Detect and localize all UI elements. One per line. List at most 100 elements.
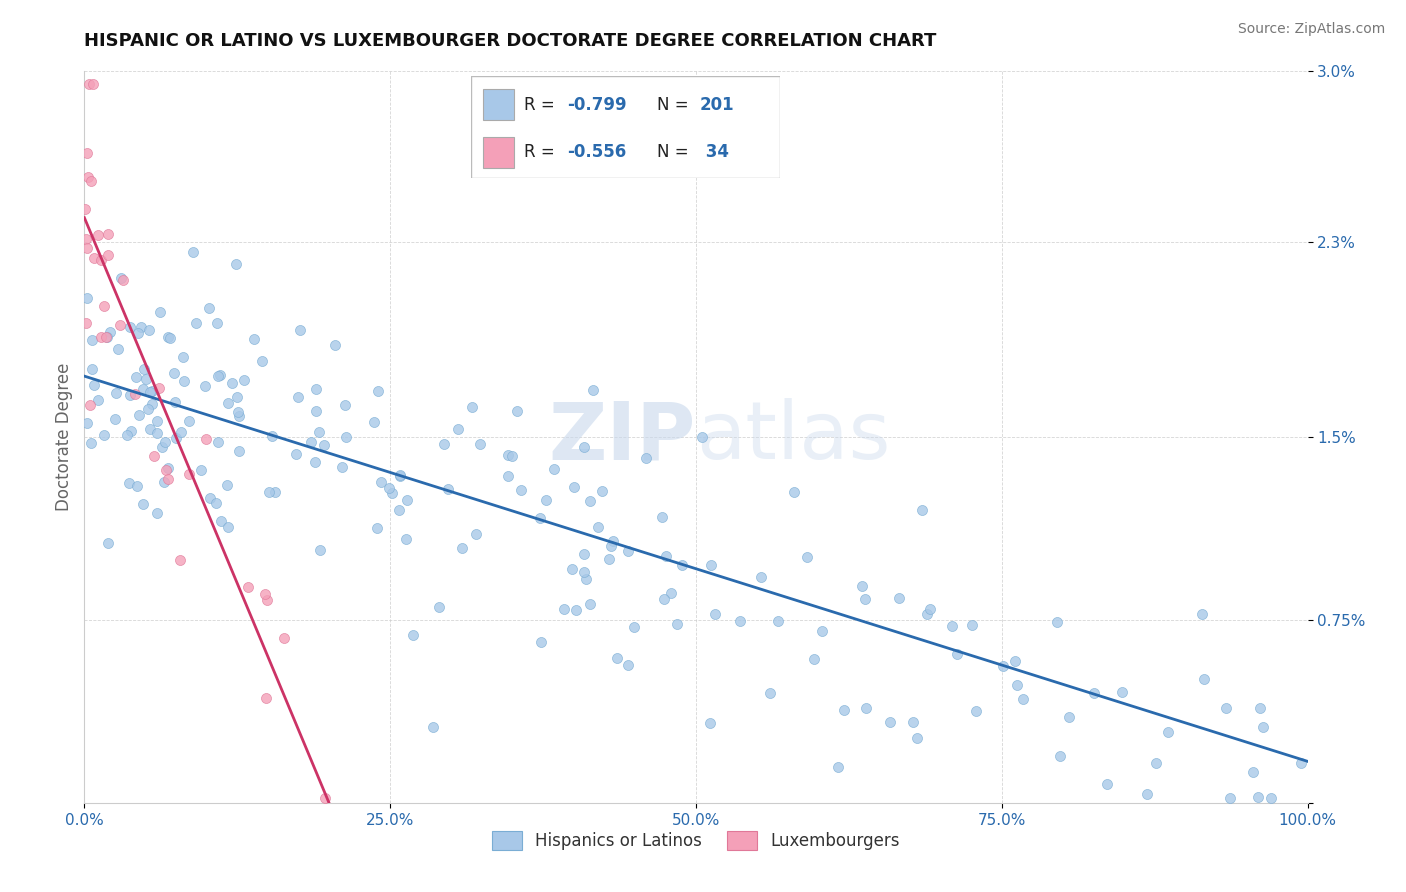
Point [252, 353, 274, 368]
Point [575, 572, 598, 586]
Point [76, 241, 98, 255]
Point [225, 257, 247, 271]
Point [879, 714, 901, 729]
Point [181, 245, 204, 260]
Point [120, 424, 142, 438]
Point [634, 451, 657, 466]
Point [287, 390, 309, 404]
Point [169, 425, 191, 439]
Point [124, 386, 146, 401]
Point [179, 414, 201, 428]
Point [654, 549, 676, 563]
Point [602, 534, 624, 549]
Point [82, 362, 104, 376]
Point [129, 320, 152, 334]
Text: -0.799: -0.799 [567, 95, 627, 113]
Point [498, 448, 520, 462]
Point [1004, 654, 1026, 668]
Point [887, 591, 910, 605]
Point [437, 483, 460, 497]
Point [304, 455, 326, 469]
Point [901, 714, 924, 729]
Point [148, 380, 170, 394]
Point [783, 485, 806, 500]
Text: 201: 201 [700, 95, 734, 113]
Text: 34: 34 [700, 143, 728, 161]
Point [402, 627, 425, 641]
Point [335, 430, 357, 444]
Point [388, 502, 411, 516]
Point [314, 438, 336, 452]
Point [665, 617, 688, 632]
Point [1215, 701, 1237, 715]
Point [83, 251, 105, 265]
Point [194, 378, 217, 392]
Point [768, 615, 790, 629]
Point [1260, 791, 1282, 805]
Point [112, 273, 135, 287]
Point [118, 320, 141, 334]
Point [1136, 787, 1159, 801]
Point [141, 397, 163, 411]
Point [586, 520, 609, 534]
Point [256, 593, 278, 607]
Point [96, 330, 118, 344]
Point [76, 145, 98, 160]
Point [304, 404, 326, 418]
Y-axis label: Doctorate Degree: Doctorate Degree [55, 363, 73, 511]
Point [285, 447, 308, 461]
Point [1192, 673, 1215, 687]
Point [572, 565, 595, 579]
Point [464, 526, 486, 541]
Text: HISPANIC OR LATINO VS LUXEMBOURGER DOCTORATE DEGREE CORRELATION CHART: HISPANIC OR LATINO VS LUXEMBOURGER DOCTO… [84, 32, 936, 50]
Point [150, 441, 173, 455]
Point [146, 425, 169, 440]
Point [217, 520, 239, 534]
Point [616, 544, 638, 558]
Point [699, 558, 721, 573]
Point [661, 586, 683, 600]
Point [599, 539, 621, 553]
Text: atlas: atlas [696, 398, 890, 476]
Point [217, 396, 239, 410]
Point [264, 484, 287, 499]
Point [97, 536, 120, 550]
Point [205, 496, 228, 510]
Point [827, 760, 849, 774]
Point [107, 342, 129, 356]
Point [156, 460, 179, 475]
Point [427, 599, 450, 614]
Point [125, 479, 148, 493]
Text: Source: ZipAtlas.com: Source: ZipAtlas.com [1237, 22, 1385, 37]
Point [461, 400, 484, 414]
Point [422, 720, 444, 734]
Point [118, 388, 141, 402]
Point [579, 597, 602, 611]
Point [333, 398, 356, 412]
Point [76, 416, 98, 430]
Point [699, 715, 721, 730]
Point [90, 252, 112, 267]
Point [432, 436, 454, 450]
Point [225, 391, 247, 405]
Point [1005, 678, 1028, 692]
Point [965, 704, 987, 718]
Point [156, 330, 179, 344]
Point [692, 429, 714, 443]
Point [159, 331, 181, 345]
Point [811, 624, 834, 638]
Text: N =: N = [657, 95, 693, 113]
Point [110, 271, 132, 285]
Point [75, 231, 97, 245]
Point [960, 618, 983, 632]
Point [394, 532, 416, 546]
Point [749, 569, 772, 583]
Point [163, 366, 186, 380]
Point [572, 440, 595, 454]
Point [323, 338, 346, 352]
Point [132, 382, 155, 396]
Point [115, 428, 138, 442]
Point [209, 368, 232, 383]
Point [574, 548, 596, 562]
Point [190, 463, 212, 477]
